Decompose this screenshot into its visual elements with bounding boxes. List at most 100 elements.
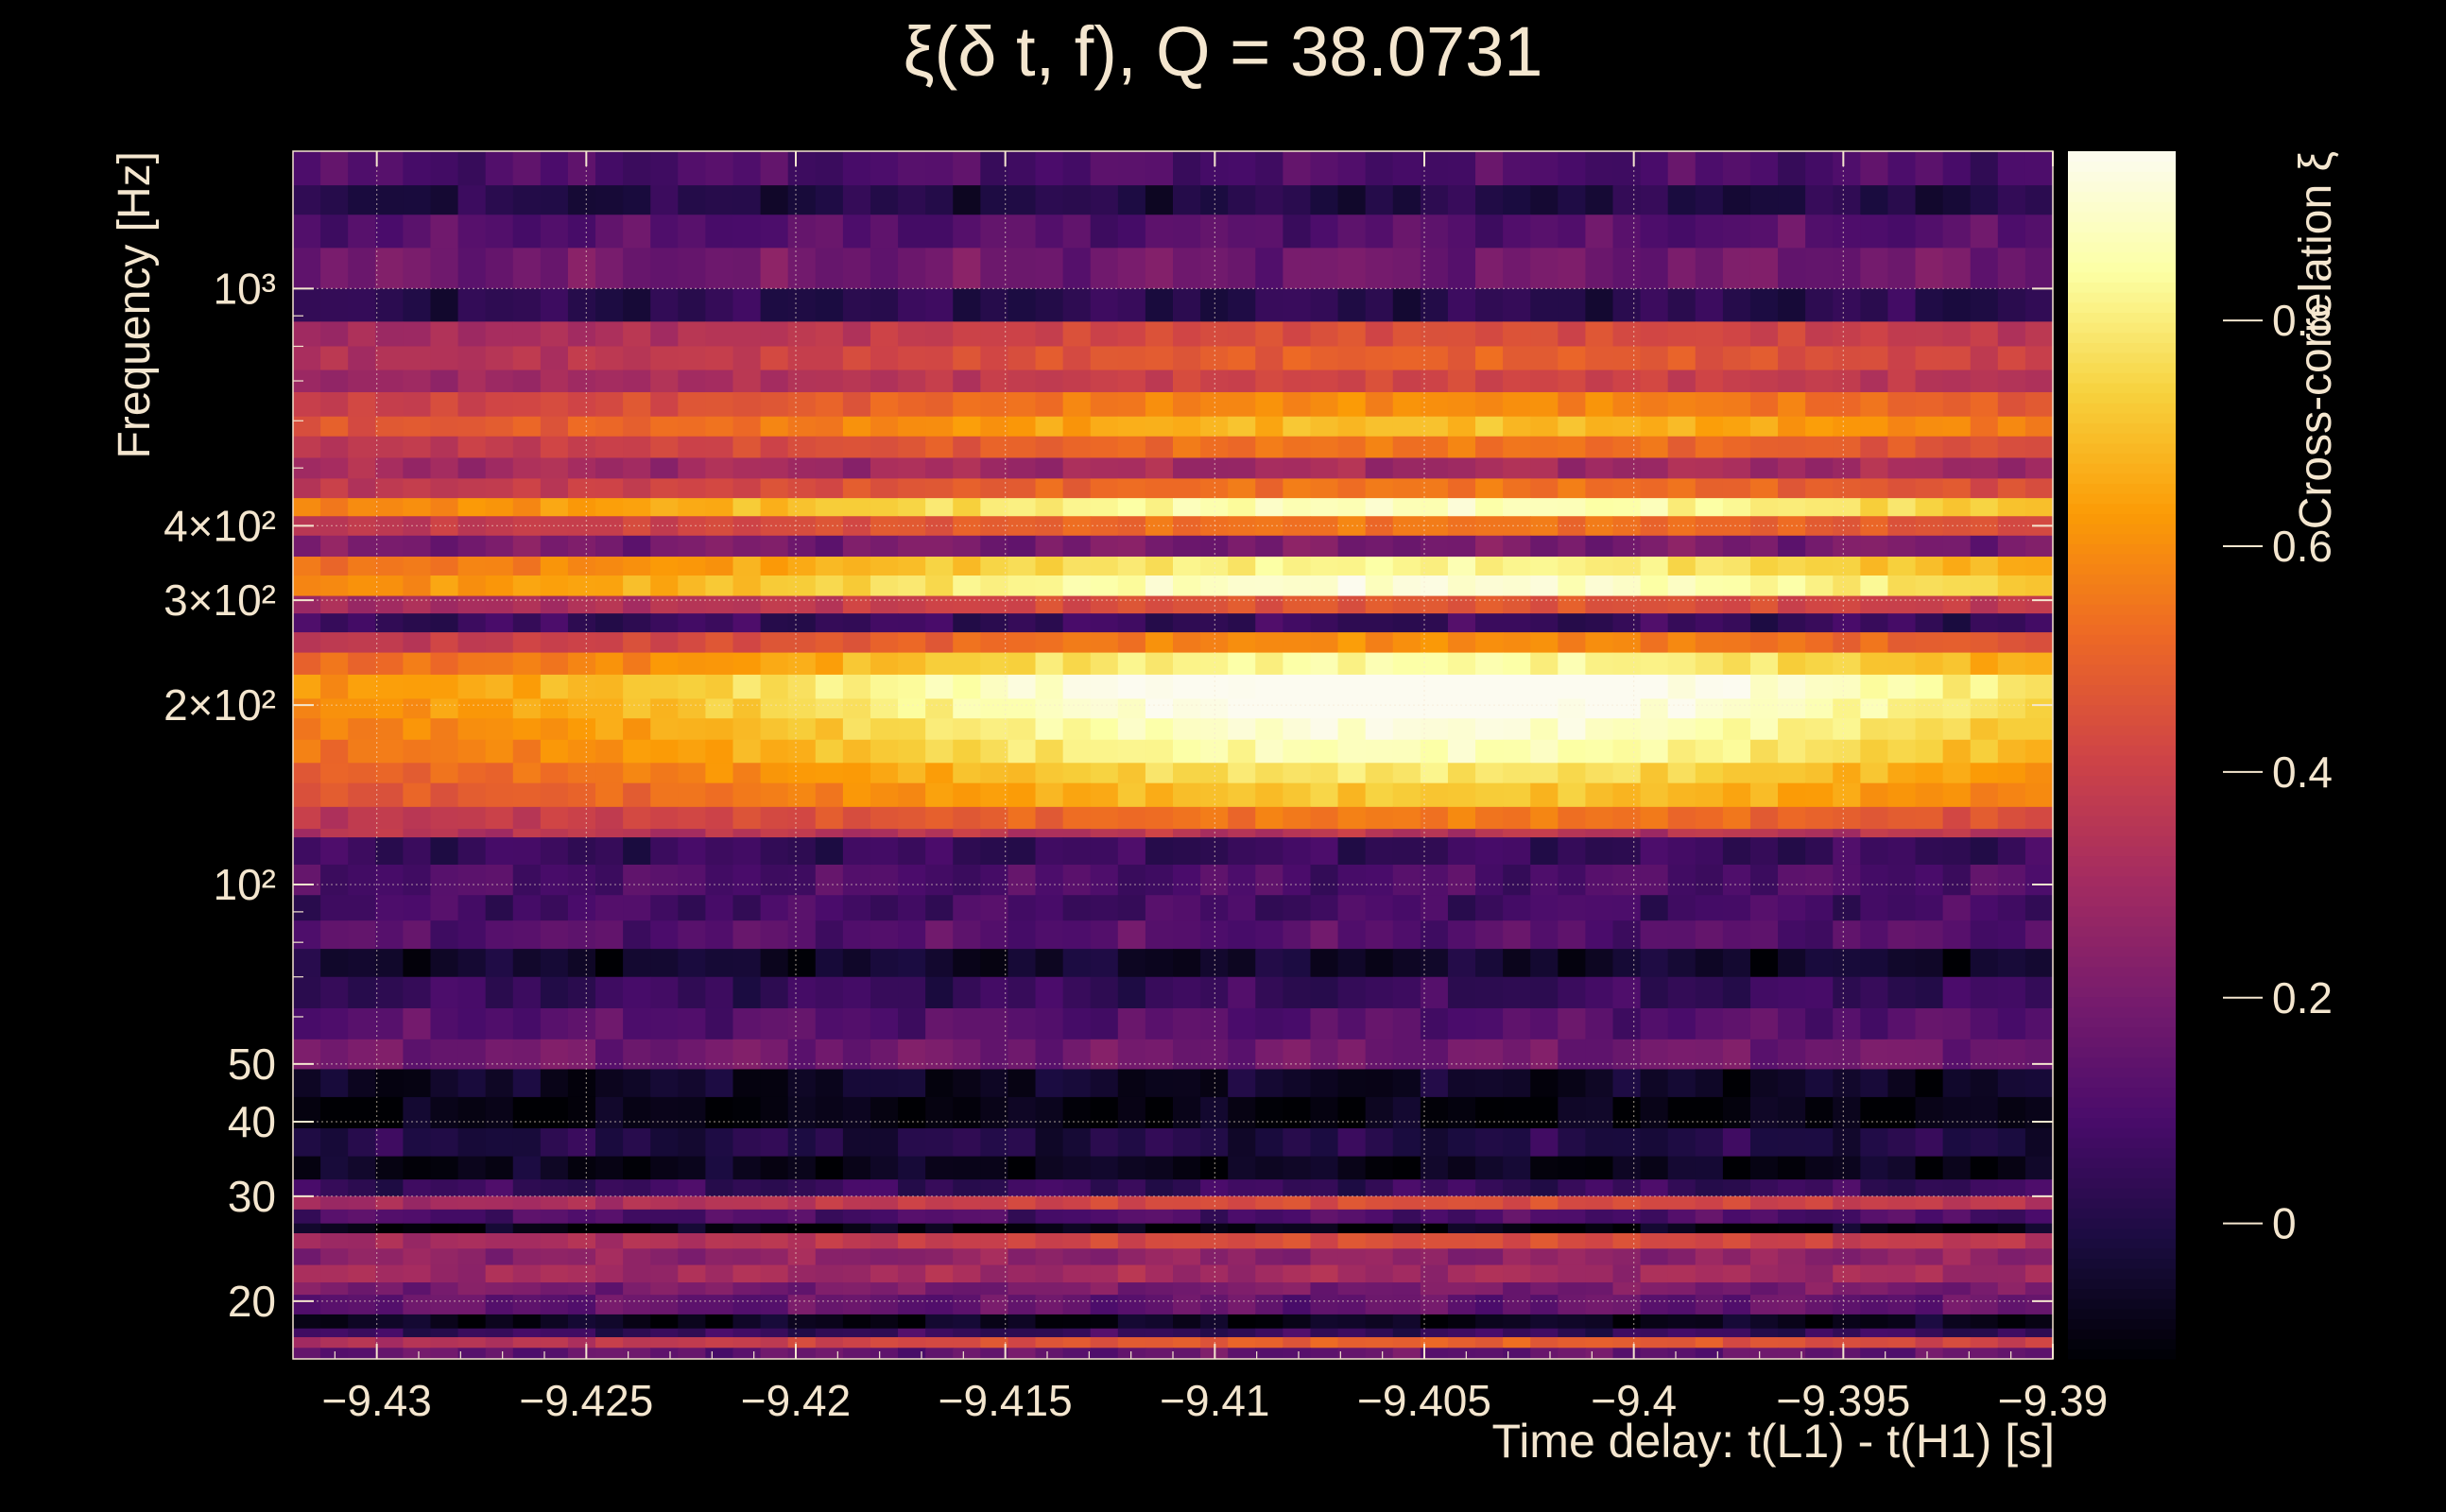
colorbar-swatch <box>2068 654 2176 665</box>
heatmap-cell <box>1310 498 1339 517</box>
colorbar-swatch <box>2068 704 2176 715</box>
heatmap-cell <box>842 248 871 289</box>
heatmap-cell <box>787 478 817 499</box>
heatmap-cell <box>1035 632 1064 654</box>
heatmap-cell <box>430 1179 459 1197</box>
colorbar[interactable]: 00.20.40.60.8 <box>2068 151 2333 1360</box>
heatmap-cell <box>1228 576 1256 597</box>
heatmap-cell <box>1447 1209 1476 1225</box>
heatmap-cell <box>980 457 1009 479</box>
heatmap-cell <box>1117 895 1146 921</box>
heatmap-cell <box>1062 895 1092 921</box>
colorbar-swatch <box>2068 533 2176 544</box>
heatmap-cell <box>540 1223 569 1234</box>
heatmap-cell <box>1447 782 1476 808</box>
heatmap-cell <box>1310 806 1339 830</box>
heatmap-cell <box>1585 829 1614 838</box>
heatmap-cell <box>678 595 706 614</box>
heatmap-cell <box>540 1282 569 1296</box>
heatmap-cell <box>320 613 349 633</box>
heatmap-cell <box>540 864 569 896</box>
heatmap-cell <box>623 369 651 393</box>
heatmap-cell <box>705 613 734 633</box>
heatmap-cell <box>1090 837 1119 866</box>
heatmap-cell <box>430 1156 459 1180</box>
heatmap-cell <box>1035 185 1064 215</box>
heatmap-cell <box>1997 151 2026 186</box>
heatmap-cell <box>842 1223 871 1234</box>
heatmap-cell <box>815 829 844 838</box>
heatmap-cell <box>595 976 624 1009</box>
heatmap-cell <box>1117 416 1146 438</box>
heatmap-cell <box>1722 595 1751 614</box>
heatmap-cell <box>1667 1127 1697 1158</box>
heatmap-cell <box>1778 613 1806 633</box>
heatmap-cell <box>1310 151 1339 186</box>
heatmap-cell <box>1503 185 1531 215</box>
heatmap-cell <box>1805 782 1834 808</box>
heatmap-cell <box>375 535 404 558</box>
heatmap-cell <box>953 1264 981 1283</box>
heatmap-cell <box>1008 535 1037 558</box>
heatmap-cell <box>595 392 624 418</box>
heatmap-cell <box>320 1233 349 1249</box>
heatmap-cell <box>705 864 734 896</box>
heatmap-cell <box>1062 557 1092 576</box>
heatmap-cell <box>1585 920 1614 950</box>
heatmap-cell <box>1310 248 1339 289</box>
heatmap-cell <box>1778 215 1806 249</box>
heatmap-cell <box>1200 613 1229 633</box>
heatmap-cell <box>1365 698 1394 719</box>
heatmap-cell <box>705 1195 734 1211</box>
heatmap-cell <box>787 895 817 921</box>
heatmap-cell <box>348 1195 376 1211</box>
heatmap-cell <box>787 1069 817 1098</box>
heatmap-cell <box>567 806 596 830</box>
heatmap-cell <box>925 1337 954 1349</box>
heatmap-cell <box>760 185 789 215</box>
heatmap-cell <box>1420 1223 1449 1234</box>
heatmap-cell <box>953 215 981 249</box>
heatmap-cell <box>1558 151 1586 186</box>
heatmap-cell <box>1228 1195 1256 1211</box>
heatmap-cell <box>403 718 432 741</box>
heatmap-cell <box>1915 1264 1944 1283</box>
heatmap-cell <box>1420 1328 1449 1338</box>
heatmap-cell <box>1997 1337 2026 1349</box>
heatmap-cell <box>1558 1209 1586 1225</box>
heatmap-cell <box>980 1127 1009 1158</box>
heatmap-cell <box>1035 1096 1064 1129</box>
heatmap-cell <box>2024 369 2054 393</box>
heatmap-cell <box>1585 321 1614 348</box>
heatmap-cell <box>870 1195 899 1211</box>
heatmap-cell <box>1062 516 1092 537</box>
heatmap-cell <box>1970 1328 1999 1338</box>
heatmap-cell <box>1585 1264 1614 1283</box>
heatmap-cell <box>1090 576 1119 597</box>
colorbar-swatch <box>2068 1338 2176 1349</box>
heatmap-cell <box>1337 1096 1367 1129</box>
heatmap-cell <box>1145 1039 1174 1071</box>
heatmap-cell <box>375 613 404 633</box>
heatmap-cell <box>1695 1348 1724 1360</box>
heatmap-cell <box>595 436 624 459</box>
heatmap-cell <box>1887 185 1917 215</box>
heatmap-cell <box>457 1209 487 1225</box>
heatmap-cell <box>1833 1156 1861 1180</box>
colorbar-swatch <box>2068 835 2176 847</box>
heatmap-cell <box>705 457 734 479</box>
heatmap-cell <box>293 739 321 764</box>
heatmap-cell <box>925 416 954 438</box>
heatmap-cell <box>1420 185 1449 215</box>
heatmap-cell <box>1035 478 1064 499</box>
heatmap-cell <box>760 1127 789 1158</box>
heatmap-cell <box>1503 739 1531 764</box>
heatmap-cell <box>1475 976 1504 1009</box>
heatmap-cell <box>567 321 596 348</box>
heatmap-cell <box>1833 369 1861 393</box>
heatmap-cell <box>457 632 487 654</box>
heatmap-cell <box>650 1007 679 1040</box>
heatmap-cell <box>1805 976 1834 1009</box>
heatmap-cell <box>567 478 596 499</box>
heatmap-cell <box>1392 829 1421 838</box>
